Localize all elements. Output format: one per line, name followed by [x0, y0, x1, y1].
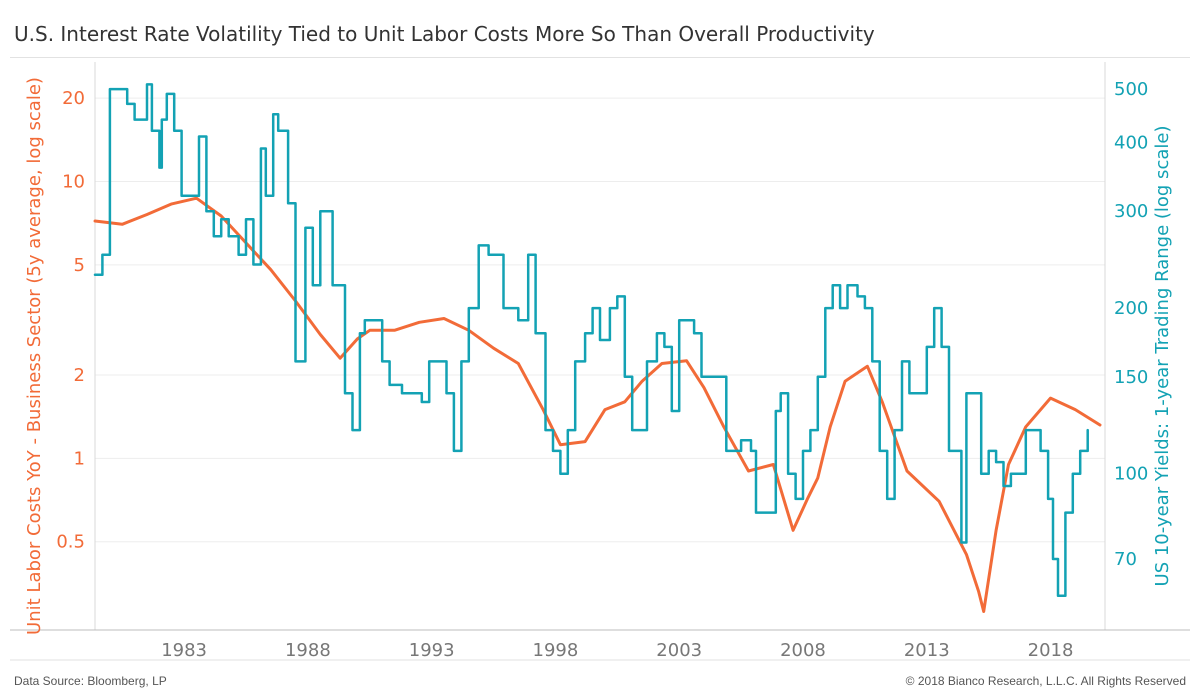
data-source-note: Data Source: Bloomberg, LP: [14, 674, 167, 688]
left-tick-label: 2: [74, 365, 85, 386]
x-tick-label: 2013: [904, 640, 950, 661]
left-axis-label: Unit Labor Costs YoY - Business Sector (…: [24, 77, 45, 635]
x-tick-label: 1983: [161, 640, 207, 661]
right-axis-label: US 10-year Yields: 1-year Trading Range …: [1152, 126, 1173, 587]
treasury-trading-range-line: [93, 83, 1089, 598]
tick-labels: 1983 1988 1993 1998 2003 2008 2013 2018 0.5 1 2 5 10…: [56, 79, 1148, 661]
right-tick-label: 300: [1114, 201, 1148, 222]
x-tick-label: 2008: [780, 640, 826, 661]
right-tick-label: 400: [1114, 132, 1148, 153]
left-tick-label: 5: [74, 255, 85, 276]
x-tick-label: 2018: [1028, 640, 1074, 661]
left-tick-label: 10: [62, 171, 85, 192]
left-tick-label: 20: [62, 88, 85, 109]
series-lines: [93, 83, 1102, 613]
plot-frame: [10, 62, 1190, 661]
x-tick-label: 1988: [285, 640, 331, 661]
right-tick-label: 100: [1114, 464, 1148, 485]
right-tick-label: 150: [1114, 367, 1148, 388]
x-tick-label: 1993: [409, 640, 455, 661]
x-tick-label: 2003: [656, 640, 702, 661]
chart-title: U.S. Interest Rate Volatility Tied to Un…: [14, 22, 875, 46]
right-tick-label: 200: [1114, 298, 1148, 319]
title-divider: [10, 57, 1190, 58]
x-tick-label: 1998: [533, 640, 579, 661]
left-tick-label: 0.5: [56, 532, 85, 553]
copyright-note: © 2018 Bianco Research, L.L.C. All Right…: [905, 674, 1186, 688]
right-tick-label: 70: [1114, 549, 1137, 570]
right-tick-label: 500: [1114, 79, 1148, 100]
gridlines: [95, 97, 1105, 543]
left-tick-label: 1: [74, 448, 85, 469]
